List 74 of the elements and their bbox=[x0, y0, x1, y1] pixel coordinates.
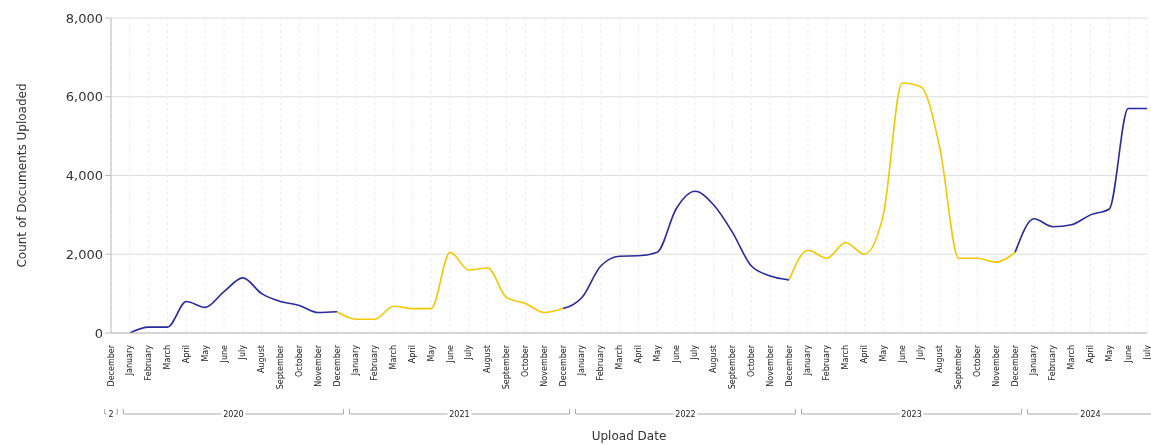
x-tick-label: May bbox=[878, 344, 888, 362]
x-tick-label: December bbox=[106, 344, 116, 387]
x-tick-label: April bbox=[859, 345, 869, 364]
x-tick-label: October bbox=[746, 344, 756, 378]
x-tick-label: December bbox=[1010, 344, 1020, 387]
text: 2023 bbox=[901, 409, 922, 419]
x-tick-label: February bbox=[370, 344, 380, 381]
x-tick-label: May bbox=[652, 344, 662, 362]
x-tick-label: November bbox=[539, 344, 549, 387]
x-tick-label: April bbox=[181, 345, 191, 364]
text: 2 bbox=[108, 409, 114, 419]
text: 2020 bbox=[223, 409, 244, 419]
x-tick-label: February bbox=[144, 344, 154, 381]
x-tick-label: January bbox=[125, 344, 135, 377]
x-tick-label: August bbox=[483, 345, 493, 373]
x-tick-label: September bbox=[276, 344, 286, 390]
y-tick-label: 8,000 bbox=[65, 10, 103, 26]
x-tick-label: July bbox=[690, 344, 700, 361]
line-series bbox=[336, 251, 564, 321]
x-tick-label: July bbox=[238, 344, 248, 361]
y-axis-title: Count of Documents Uploaded bbox=[15, 83, 30, 268]
text: 2024 bbox=[1080, 409, 1101, 419]
x-tick-label: July bbox=[1142, 344, 1151, 361]
x-tick-label: June bbox=[671, 344, 681, 364]
x-tick-label: November bbox=[765, 344, 775, 387]
y-tick-label: 6,000 bbox=[65, 89, 103, 105]
x-tick-label: June bbox=[1123, 344, 1133, 364]
x-tick-label: January bbox=[803, 344, 813, 377]
x-tick-label: October bbox=[972, 344, 982, 378]
x-tick-label: June bbox=[445, 344, 455, 364]
line-series bbox=[562, 190, 790, 310]
x-tick-label: October bbox=[520, 344, 530, 378]
x-tick-label: March bbox=[615, 345, 625, 370]
x-tick-label: April bbox=[633, 345, 643, 364]
x-tick-label: December bbox=[558, 344, 568, 387]
x-tick-label: May bbox=[1104, 344, 1114, 362]
x-tick-label: January bbox=[1029, 344, 1039, 377]
line-series bbox=[1014, 107, 1148, 254]
x-tick-label: February bbox=[1048, 344, 1058, 381]
x-tick-label: December bbox=[332, 344, 342, 387]
line-series bbox=[129, 277, 338, 333]
x-tick-label: April bbox=[1085, 345, 1095, 364]
x-tick-label: February bbox=[596, 344, 606, 381]
x-tick-label: May bbox=[200, 344, 210, 362]
x-tick-label: April bbox=[407, 345, 417, 364]
x-tick-label: September bbox=[728, 344, 738, 390]
x-tick-label: March bbox=[841, 345, 851, 370]
text: 2021 bbox=[449, 409, 470, 419]
x-tick-label: June bbox=[897, 344, 907, 364]
x-tick-label: November bbox=[313, 344, 323, 387]
y-tick-label: 4,000 bbox=[65, 168, 103, 184]
x-tick-label: March bbox=[163, 345, 173, 370]
x-tick-label: July bbox=[916, 344, 926, 361]
x-tick-label: December bbox=[784, 344, 794, 387]
x-tick-label: October bbox=[294, 344, 304, 378]
x-tick-label: March bbox=[389, 345, 399, 370]
x-tick-label: February bbox=[822, 344, 832, 381]
x-tick-label: August bbox=[935, 345, 945, 373]
x-tick-label: January bbox=[577, 344, 587, 377]
y-tick-label: 2,000 bbox=[65, 246, 103, 262]
x-tick-label: May bbox=[426, 344, 436, 362]
text: 2022 bbox=[675, 409, 696, 419]
x-tick-label: March bbox=[1067, 345, 1077, 370]
x-tick-label: July bbox=[464, 344, 474, 361]
x-tick-label: January bbox=[351, 344, 361, 377]
x-tick-label: November bbox=[991, 344, 1001, 387]
x-tick-label: August bbox=[257, 345, 267, 373]
x-tick-label: September bbox=[502, 344, 512, 390]
x-tick-label: June bbox=[219, 344, 229, 364]
x-tick-label: September bbox=[954, 344, 964, 390]
y-tick-label: 0 bbox=[94, 325, 103, 341]
x-axis-title: Upload Date bbox=[591, 429, 667, 443]
line-series bbox=[788, 82, 1016, 281]
x-tick-label: August bbox=[709, 345, 719, 373]
